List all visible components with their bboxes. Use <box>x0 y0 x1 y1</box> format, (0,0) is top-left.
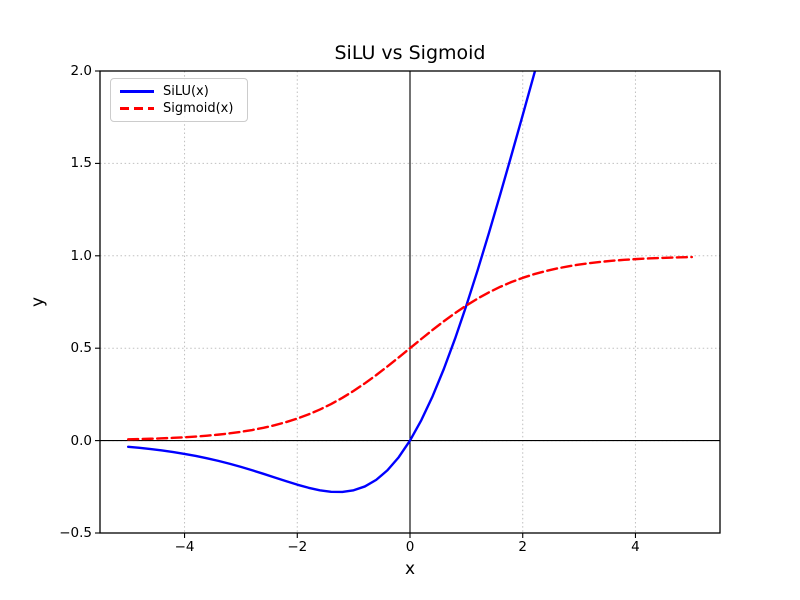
x-tick-label: 4 <box>631 539 640 555</box>
x-tick-label: 2 <box>518 539 528 555</box>
sigmoidx-curve <box>126 255 694 441</box>
legend-item-sigmoid: Sigmoid(x) <box>120 100 238 117</box>
sigmoid-line-sample <box>120 107 154 110</box>
y-tick-label: 0.0 <box>70 432 92 449</box>
y-tick-label: −0.5 <box>59 525 92 541</box>
y-tick-label: 0.5 <box>70 340 92 357</box>
x-axis-label: x <box>404 559 416 579</box>
legend-item-silu: SiLU(x) <box>120 83 238 100</box>
x-tick-label: 0 <box>405 539 415 555</box>
silux-curve <box>126 71 537 494</box>
x-tick-label: −4 <box>174 539 195 555</box>
y-tick-label: 2.0 <box>70 63 92 79</box>
y-tick-label: 1.0 <box>70 247 92 264</box>
silu-line-sample <box>120 90 154 93</box>
legend: SiLU(x) Sigmoid(x) <box>110 78 248 122</box>
y-axis-label: y <box>28 296 48 308</box>
legend-label-silu: SiLU(x) <box>163 84 209 99</box>
legend-label-sigmoid: Sigmoid(x) <box>163 101 234 116</box>
x-tick-label: −2 <box>287 539 308 555</box>
chart-title: SiLU vs Sigmoid <box>334 42 486 64</box>
y-tick-label: 1.5 <box>70 155 92 172</box>
